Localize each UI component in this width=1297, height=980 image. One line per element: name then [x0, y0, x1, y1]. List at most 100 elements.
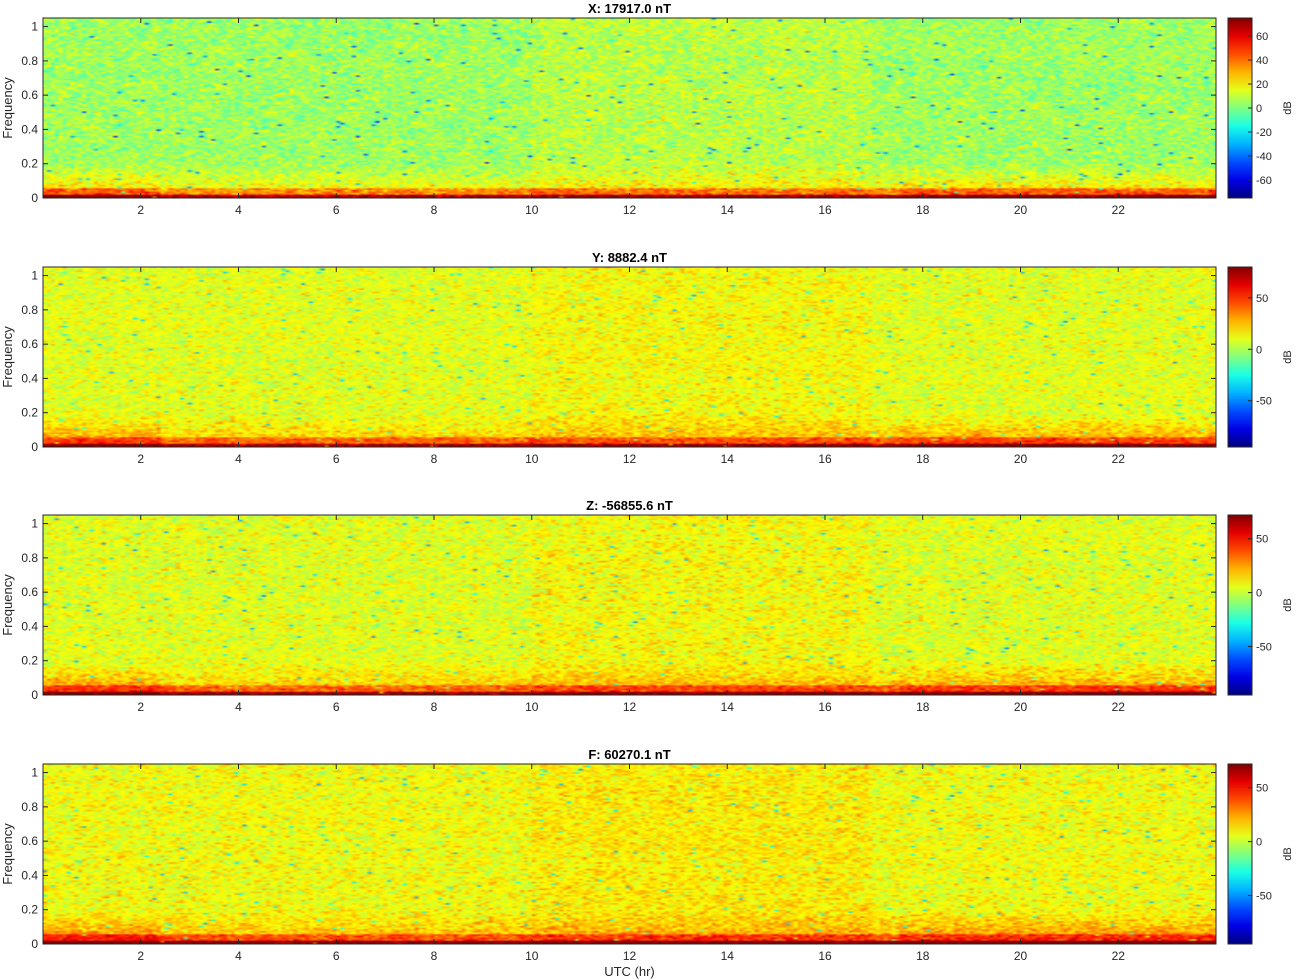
- colorbar-tick-label: 50: [1256, 293, 1268, 305]
- x-tick-label: 6: [333, 452, 340, 466]
- y-tick-label: 1: [31, 269, 38, 283]
- spectrogram-image: [43, 515, 1216, 695]
- x-tick-label: 4: [235, 949, 242, 963]
- y-tick-label: 0.6: [21, 834, 38, 848]
- x-tick-label: 10: [525, 700, 539, 714]
- x-tick-label: 6: [333, 949, 340, 963]
- panel-title: Y: 8882.4 nT: [592, 250, 667, 265]
- x-tick-label: 18: [916, 700, 930, 714]
- colorbar-label: dB: [1282, 847, 1294, 860]
- x-tick-label: 10: [525, 203, 539, 217]
- spectrogram-panel-2: 2 4 6 8 10 12 14 16 18 20 22 0 0.2 0.4 0.6 0.8 1 Y: 8882.…: [0, 250, 1294, 466]
- colorbar-tick-label: 50: [1256, 534, 1268, 546]
- colorbar-label: dB: [1282, 598, 1294, 611]
- x-tick-label: 6: [333, 203, 340, 217]
- y-tick-label: 1: [31, 20, 38, 34]
- colorbar-tick-label: 20: [1256, 79, 1268, 91]
- y-tick-label: 0: [31, 688, 38, 702]
- x-tick-label: 14: [721, 203, 735, 217]
- y-axis-label: Frequency: [0, 326, 15, 388]
- x-tick-label: 22: [1112, 452, 1126, 466]
- x-tick-label: 22: [1112, 203, 1126, 217]
- x-tick-label: 16: [818, 700, 832, 714]
- y-tick-label: 0.8: [21, 303, 38, 317]
- colorbar-tick-label: 0: [1256, 344, 1262, 356]
- panel-title: F: 60270.1 nT: [588, 747, 670, 762]
- colorbar-tick-label: -50: [1256, 890, 1272, 902]
- x-tick-label: 18: [916, 452, 930, 466]
- x-tick-label: 16: [818, 949, 832, 963]
- x-tick-label: 18: [916, 203, 930, 217]
- y-tick-label: 0.8: [21, 54, 38, 68]
- x-tick-label: 12: [623, 203, 637, 217]
- x-tick-label: 20: [1014, 203, 1028, 217]
- y-tick-label: 0.4: [21, 868, 38, 882]
- x-tick-label: 10: [525, 949, 539, 963]
- y-tick-label: 0.2: [21, 654, 38, 668]
- y-tick-label: 0.2: [21, 157, 38, 171]
- x-tick-label: 2: [137, 452, 144, 466]
- colorbar-tick-label: -50: [1256, 641, 1272, 653]
- x-tick-label: 16: [818, 203, 832, 217]
- x-tick-label: 4: [235, 700, 242, 714]
- x-tick-label: 20: [1014, 949, 1028, 963]
- colorbar-tick-label: 0: [1256, 588, 1262, 600]
- colorbar-tick-label: 60: [1256, 31, 1268, 43]
- spectrogram-panel-1: 2 4 6 8 10 12 14 16 18 20 22 0 0.2 0.4 0.6 0.8 1 X: 17917…: [0, 1, 1294, 217]
- x-tick-label: 20: [1014, 452, 1028, 466]
- x-tick-label: 18: [916, 949, 930, 963]
- colorbar-tick-label: 0: [1256, 103, 1262, 115]
- spectrogram-image: [43, 267, 1216, 447]
- x-axis-label: UTC (hr): [604, 964, 655, 979]
- x-tick-label: 2: [137, 700, 144, 714]
- colorbar-label: dB: [1282, 350, 1294, 363]
- x-tick-label: 10: [525, 452, 539, 466]
- x-tick-label: 12: [623, 700, 637, 714]
- x-tick-label: 6: [333, 700, 340, 714]
- spectrogram-panel-3: 2 4 6 8 10 12 14 16 18 20 22 0 0.2 0.4 0.6 0.8 1 Z: -5685…: [0, 498, 1294, 714]
- colorbar-tick-label: -40: [1256, 151, 1272, 163]
- y-tick-label: 0.4: [21, 619, 38, 633]
- colorbar: [1227, 514, 1253, 696]
- panel-title: X: 17917.0 nT: [588, 1, 671, 16]
- y-axis-label: Frequency: [0, 77, 15, 139]
- y-tick-label: 0.2: [21, 903, 38, 917]
- y-tick-label: 0.2: [21, 406, 38, 420]
- y-tick-label: 1: [31, 517, 38, 531]
- colorbar-label: dB: [1282, 101, 1294, 114]
- y-tick-label: 0.6: [21, 88, 38, 102]
- y-tick-label: 0: [31, 440, 38, 454]
- y-tick-label: 0: [31, 937, 38, 951]
- x-tick-label: 8: [431, 700, 438, 714]
- x-tick-label: 4: [235, 203, 242, 217]
- x-tick-label: 22: [1112, 949, 1126, 963]
- colorbar-tick-label: 50: [1256, 783, 1268, 795]
- y-tick-label: 0: [31, 191, 38, 205]
- y-tick-label: 1: [31, 766, 38, 780]
- y-tick-label: 0.8: [21, 551, 38, 565]
- x-tick-label: 12: [623, 452, 637, 466]
- x-tick-label: 14: [721, 452, 735, 466]
- colorbar-tick-label: -50: [1256, 396, 1272, 408]
- colorbar: [1227, 266, 1253, 448]
- y-tick-label: 0.8: [21, 800, 38, 814]
- y-tick-label: 0.4: [21, 122, 38, 136]
- x-tick-label: 2: [137, 949, 144, 963]
- y-axis-label: Frequency: [0, 823, 15, 885]
- spectrogram-panel-4: 2 4 6 8 10 12 14 16 18 20 22 0 0.2 0.4 0.6 0.8 1 F: 60270…: [0, 747, 1294, 979]
- x-tick-label: 4: [235, 452, 242, 466]
- x-tick-label: 2: [137, 203, 144, 217]
- colorbar: [1227, 763, 1253, 945]
- colorbar-tick-label: -20: [1256, 127, 1272, 139]
- spectrogram-image: [43, 764, 1216, 944]
- panel-title: Z: -56855.6 nT: [586, 498, 673, 513]
- x-tick-label: 8: [431, 949, 438, 963]
- x-tick-label: 20: [1014, 700, 1028, 714]
- y-tick-label: 0.6: [21, 585, 38, 599]
- spectrogram-image: [43, 18, 1216, 198]
- y-axis-label: Frequency: [0, 574, 15, 636]
- x-tick-label: 16: [818, 452, 832, 466]
- x-tick-label: 12: [623, 949, 637, 963]
- x-tick-label: 14: [721, 700, 735, 714]
